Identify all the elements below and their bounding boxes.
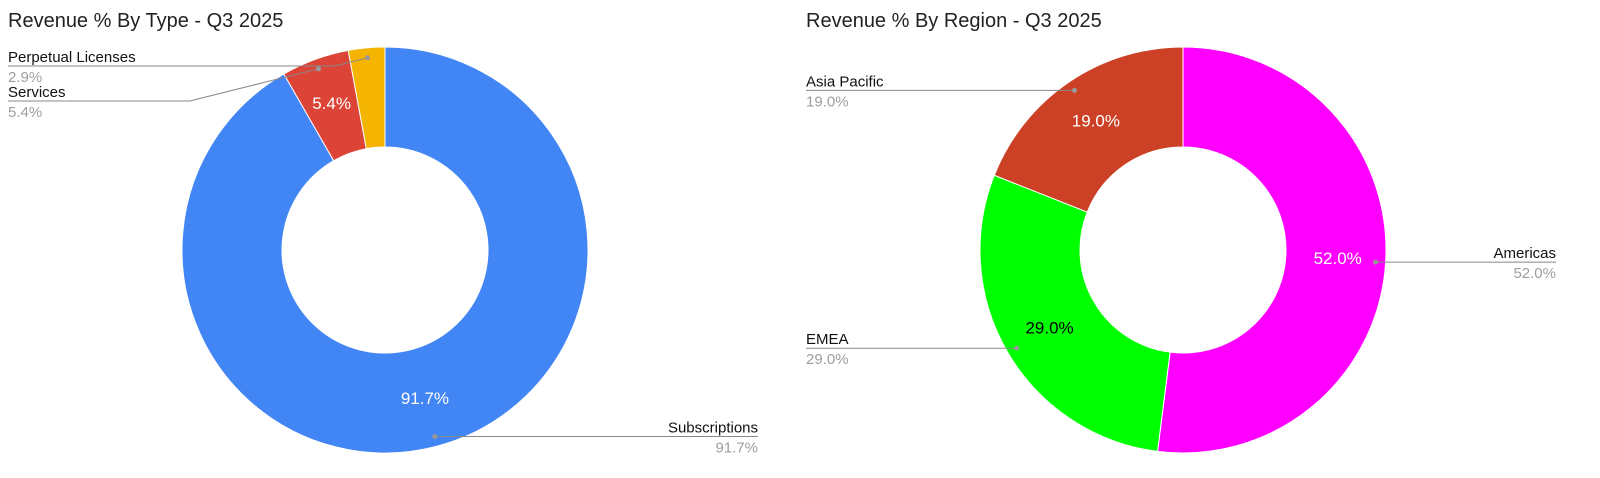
- leader-dot: [364, 55, 370, 61]
- leader-dot: [1014, 345, 1020, 351]
- legend-value: 91.7%: [715, 439, 758, 456]
- slice: [993, 46, 1184, 213]
- legend-label: EMEA: [806, 331, 849, 348]
- legend-label: Perpetual Licenses: [8, 49, 136, 66]
- legend-value: 2.9%: [8, 69, 42, 86]
- slice-label: 52.0%: [1314, 249, 1362, 268]
- slice: [181, 46, 589, 454]
- leader-line: [8, 68, 319, 102]
- slice: [347, 46, 386, 150]
- legend-label: Americas: [1493, 245, 1556, 262]
- leader-dot: [1373, 259, 1379, 265]
- legend-value: 52.0%: [1513, 265, 1556, 282]
- slice-label: 5.4%: [312, 94, 351, 113]
- chart-title: Revenue % By Type - Q3 2025: [8, 10, 283, 32]
- legend-label: Services: [8, 84, 66, 101]
- leader-line: [8, 57, 368, 67]
- legend-value: 19.0%: [806, 93, 849, 110]
- legend-label: Asia Pacific: [806, 73, 884, 90]
- legend-value: 5.4%: [8, 104, 42, 121]
- legend-value: 29.0%: [806, 351, 849, 368]
- slice: [979, 174, 1171, 452]
- leader-dot: [432, 433, 438, 439]
- slice: [1157, 46, 1387, 454]
- leader-dot: [1072, 87, 1078, 93]
- chart-title: Revenue % By Region - Q3 2025: [806, 10, 1102, 32]
- slice-label: 19.0%: [1072, 111, 1120, 130]
- leader-dot: [315, 66, 321, 72]
- slice-label: 29.0%: [1025, 318, 1073, 337]
- slice-label: 91.7%: [401, 389, 449, 408]
- legend-label: Subscriptions: [668, 419, 758, 436]
